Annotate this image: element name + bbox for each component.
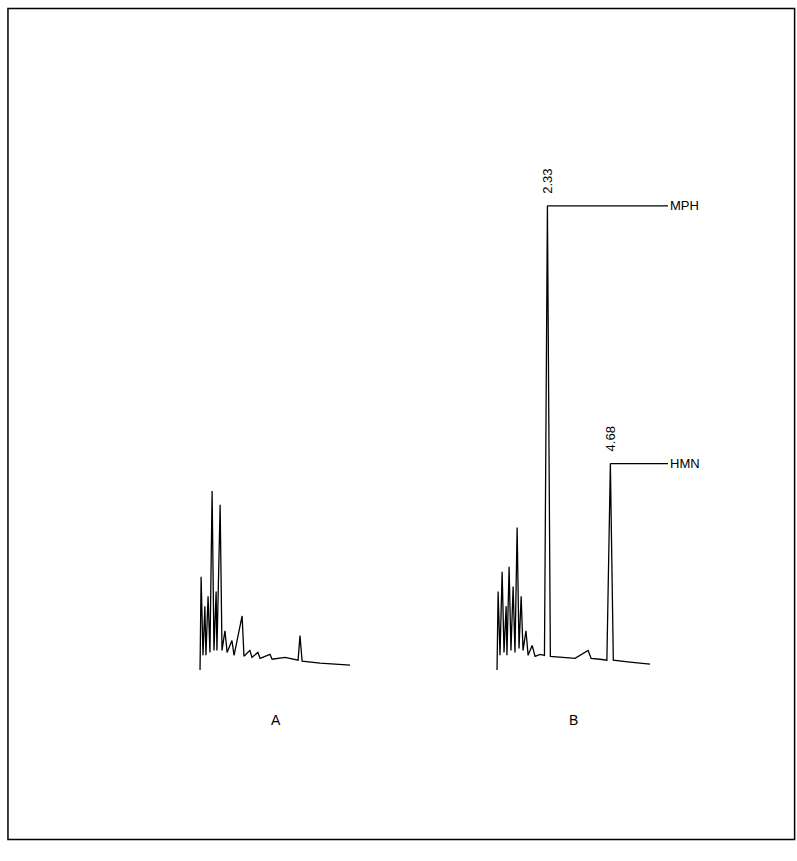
svg-text:MPH: MPH	[670, 198, 699, 213]
svg-text:HMN: HMN	[670, 456, 700, 471]
svg-text:2.33: 2.33	[540, 168, 555, 193]
svg-text:A: A	[271, 712, 281, 728]
svg-text:4.68: 4.68	[603, 426, 618, 451]
svg-text:B: B	[569, 712, 578, 728]
